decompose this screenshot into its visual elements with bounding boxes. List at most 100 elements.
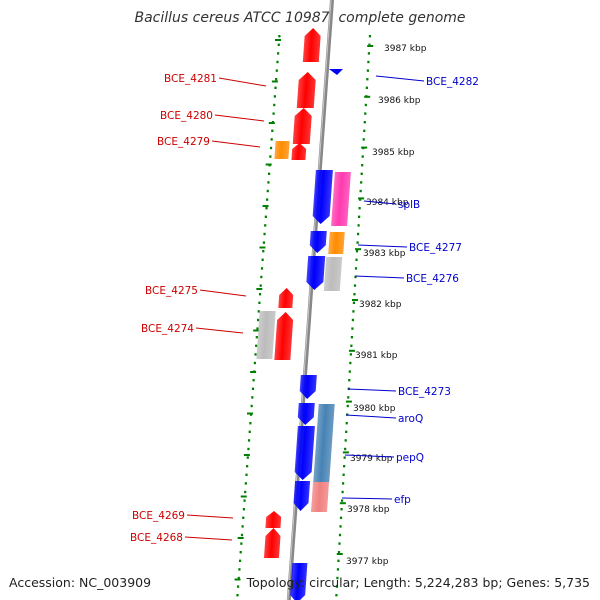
right-major-tick bbox=[352, 299, 358, 301]
left-tick-ring-dot bbox=[259, 284, 262, 287]
left-tick-ring-dot bbox=[257, 318, 260, 322]
left-tick-ring-dot bbox=[249, 413, 253, 416]
left-leader-line bbox=[184, 536, 233, 541]
right-tick-ring-dot bbox=[342, 473, 345, 476]
right-tick-ring-dot bbox=[345, 430, 348, 433]
gene-block-reverse bbox=[294, 426, 315, 480]
right-major-tick bbox=[364, 95, 371, 98]
left-major-tick bbox=[240, 495, 247, 498]
left-major-tick bbox=[256, 288, 263, 290]
left-tick-ring-dot bbox=[247, 439, 251, 442]
left-major-tick bbox=[268, 122, 275, 124]
right-tick-ring-dot bbox=[353, 293, 356, 296]
left-gene-label: BCE_4281 bbox=[164, 73, 217, 85]
left-tick-ring-dot bbox=[250, 404, 253, 408]
right-gene-label: efp bbox=[394, 494, 411, 506]
gene-block-reverse bbox=[312, 170, 333, 224]
right-tick-ring-dot bbox=[354, 275, 357, 279]
right-gene-label: BCE_4273 bbox=[398, 386, 451, 398]
left-leader-line bbox=[186, 514, 234, 519]
left-major-tick bbox=[259, 246, 266, 249]
left-tick-ring-dot bbox=[255, 344, 258, 347]
left-tick-ring-dot bbox=[241, 525, 244, 528]
left-major-tick bbox=[246, 412, 253, 415]
left-tick-ring-dot bbox=[246, 465, 249, 468]
right-tick-ring-dot bbox=[359, 198, 362, 201]
right-gene-label: BCE_4282 bbox=[426, 76, 479, 88]
right-tick-ring-dot bbox=[358, 215, 361, 218]
left-tick-ring-dot bbox=[252, 379, 255, 382]
right-tick-ring-dot bbox=[339, 525, 342, 528]
left-tick-ring-dot bbox=[240, 542, 243, 545]
gene-block-reverse bbox=[290, 563, 308, 600]
right-tick-ring-dot bbox=[337, 551, 341, 554]
right-tick-ring-dot bbox=[356, 232, 360, 236]
left-gene-label: BCE_4274 bbox=[141, 323, 194, 335]
right-tick-ring-dot bbox=[364, 103, 367, 107]
right-leader-line bbox=[375, 75, 425, 82]
right-tick-ring-dot bbox=[364, 112, 367, 115]
left-tick-ring-dot bbox=[270, 138, 273, 141]
right-tick-ring-dot bbox=[351, 318, 355, 322]
gene-block-forward bbox=[292, 108, 312, 144]
right-tick-ring-dot bbox=[359, 189, 362, 193]
left-leader-line bbox=[214, 114, 265, 122]
right-tick-ring-dot bbox=[353, 284, 357, 287]
left-tick-ring-dot bbox=[266, 189, 269, 193]
left-tick-ring-dot bbox=[255, 336, 258, 339]
left-tick-ring-dot bbox=[247, 447, 250, 451]
gene-block-forward bbox=[263, 528, 281, 558]
right-tick-ring-dot bbox=[340, 499, 344, 502]
right-major-tick bbox=[345, 400, 352, 403]
right-tick-ring-dot bbox=[345, 422, 348, 425]
right-leader-line bbox=[354, 275, 405, 279]
right-tick-ring-dot bbox=[335, 585, 339, 588]
left-major-tick bbox=[262, 205, 269, 207]
topology-summary: Topology: circular; Length: 5,224,283 bp… bbox=[246, 575, 590, 590]
right-leader-line bbox=[363, 200, 397, 205]
left-tick-ring-dot bbox=[238, 559, 242, 562]
right-tick-ring-dot bbox=[360, 181, 363, 184]
right-major-tick bbox=[367, 45, 374, 47]
left-tick-ring-dot bbox=[237, 585, 240, 588]
right-tick-ring-dot bbox=[368, 35, 372, 38]
right-tick-ring-dot bbox=[357, 224, 360, 227]
right-tick-ring-dot bbox=[348, 379, 351, 382]
left-tick-ring-dot bbox=[269, 155, 272, 158]
gene-block-steelblue bbox=[313, 404, 335, 482]
left-tick-ring-dot bbox=[244, 490, 247, 494]
left-tick-ring-dot bbox=[264, 215, 267, 218]
right-tick-ring-dot bbox=[337, 559, 340, 562]
ruler-label: 3982 kbp bbox=[359, 300, 402, 310]
gene-block-orange bbox=[328, 232, 345, 254]
left-tick-ring-dot bbox=[266, 198, 269, 201]
gene-block-forward bbox=[265, 511, 282, 528]
left-tick-ring-dot bbox=[275, 69, 278, 72]
left-tick-ring-dot bbox=[238, 568, 241, 571]
left-tick-ring-dot bbox=[256, 327, 259, 330]
left-tick-ring-dot bbox=[265, 207, 268, 210]
left-tick-ring-dot bbox=[267, 181, 270, 184]
gene-block-reverse bbox=[293, 481, 311, 511]
left-tick-ring-dot bbox=[277, 43, 280, 46]
right-tick-ring-dot bbox=[348, 370, 351, 373]
gene-block-magenta bbox=[331, 172, 351, 226]
ruler-label: 3980 kbp bbox=[353, 404, 396, 414]
right-tick-ring-dot bbox=[367, 60, 370, 64]
map-title: Bacillus cereus ATCC 10987, complete gen… bbox=[134, 10, 466, 26]
right-gene-label: BCE_4276 bbox=[406, 273, 459, 285]
right-tick-ring-dot bbox=[349, 353, 352, 356]
gene-block-forward bbox=[278, 288, 294, 308]
gene-block-forward bbox=[291, 143, 307, 160]
left-tick-ring-dot bbox=[239, 551, 242, 554]
ruler-label: 3985 kbp bbox=[372, 148, 415, 158]
ruler-label: 3987 kbp bbox=[384, 44, 427, 54]
right-gene-label: aroQ bbox=[398, 413, 423, 425]
left-tick-ring-dot bbox=[258, 301, 261, 304]
right-tick-ring-dot bbox=[346, 404, 349, 408]
left-tick-ring-dot bbox=[260, 275, 263, 279]
left-tick-ring-dot bbox=[267, 172, 271, 175]
left-major-tick bbox=[275, 39, 281, 41]
right-tick-ring-dot bbox=[343, 465, 346, 468]
